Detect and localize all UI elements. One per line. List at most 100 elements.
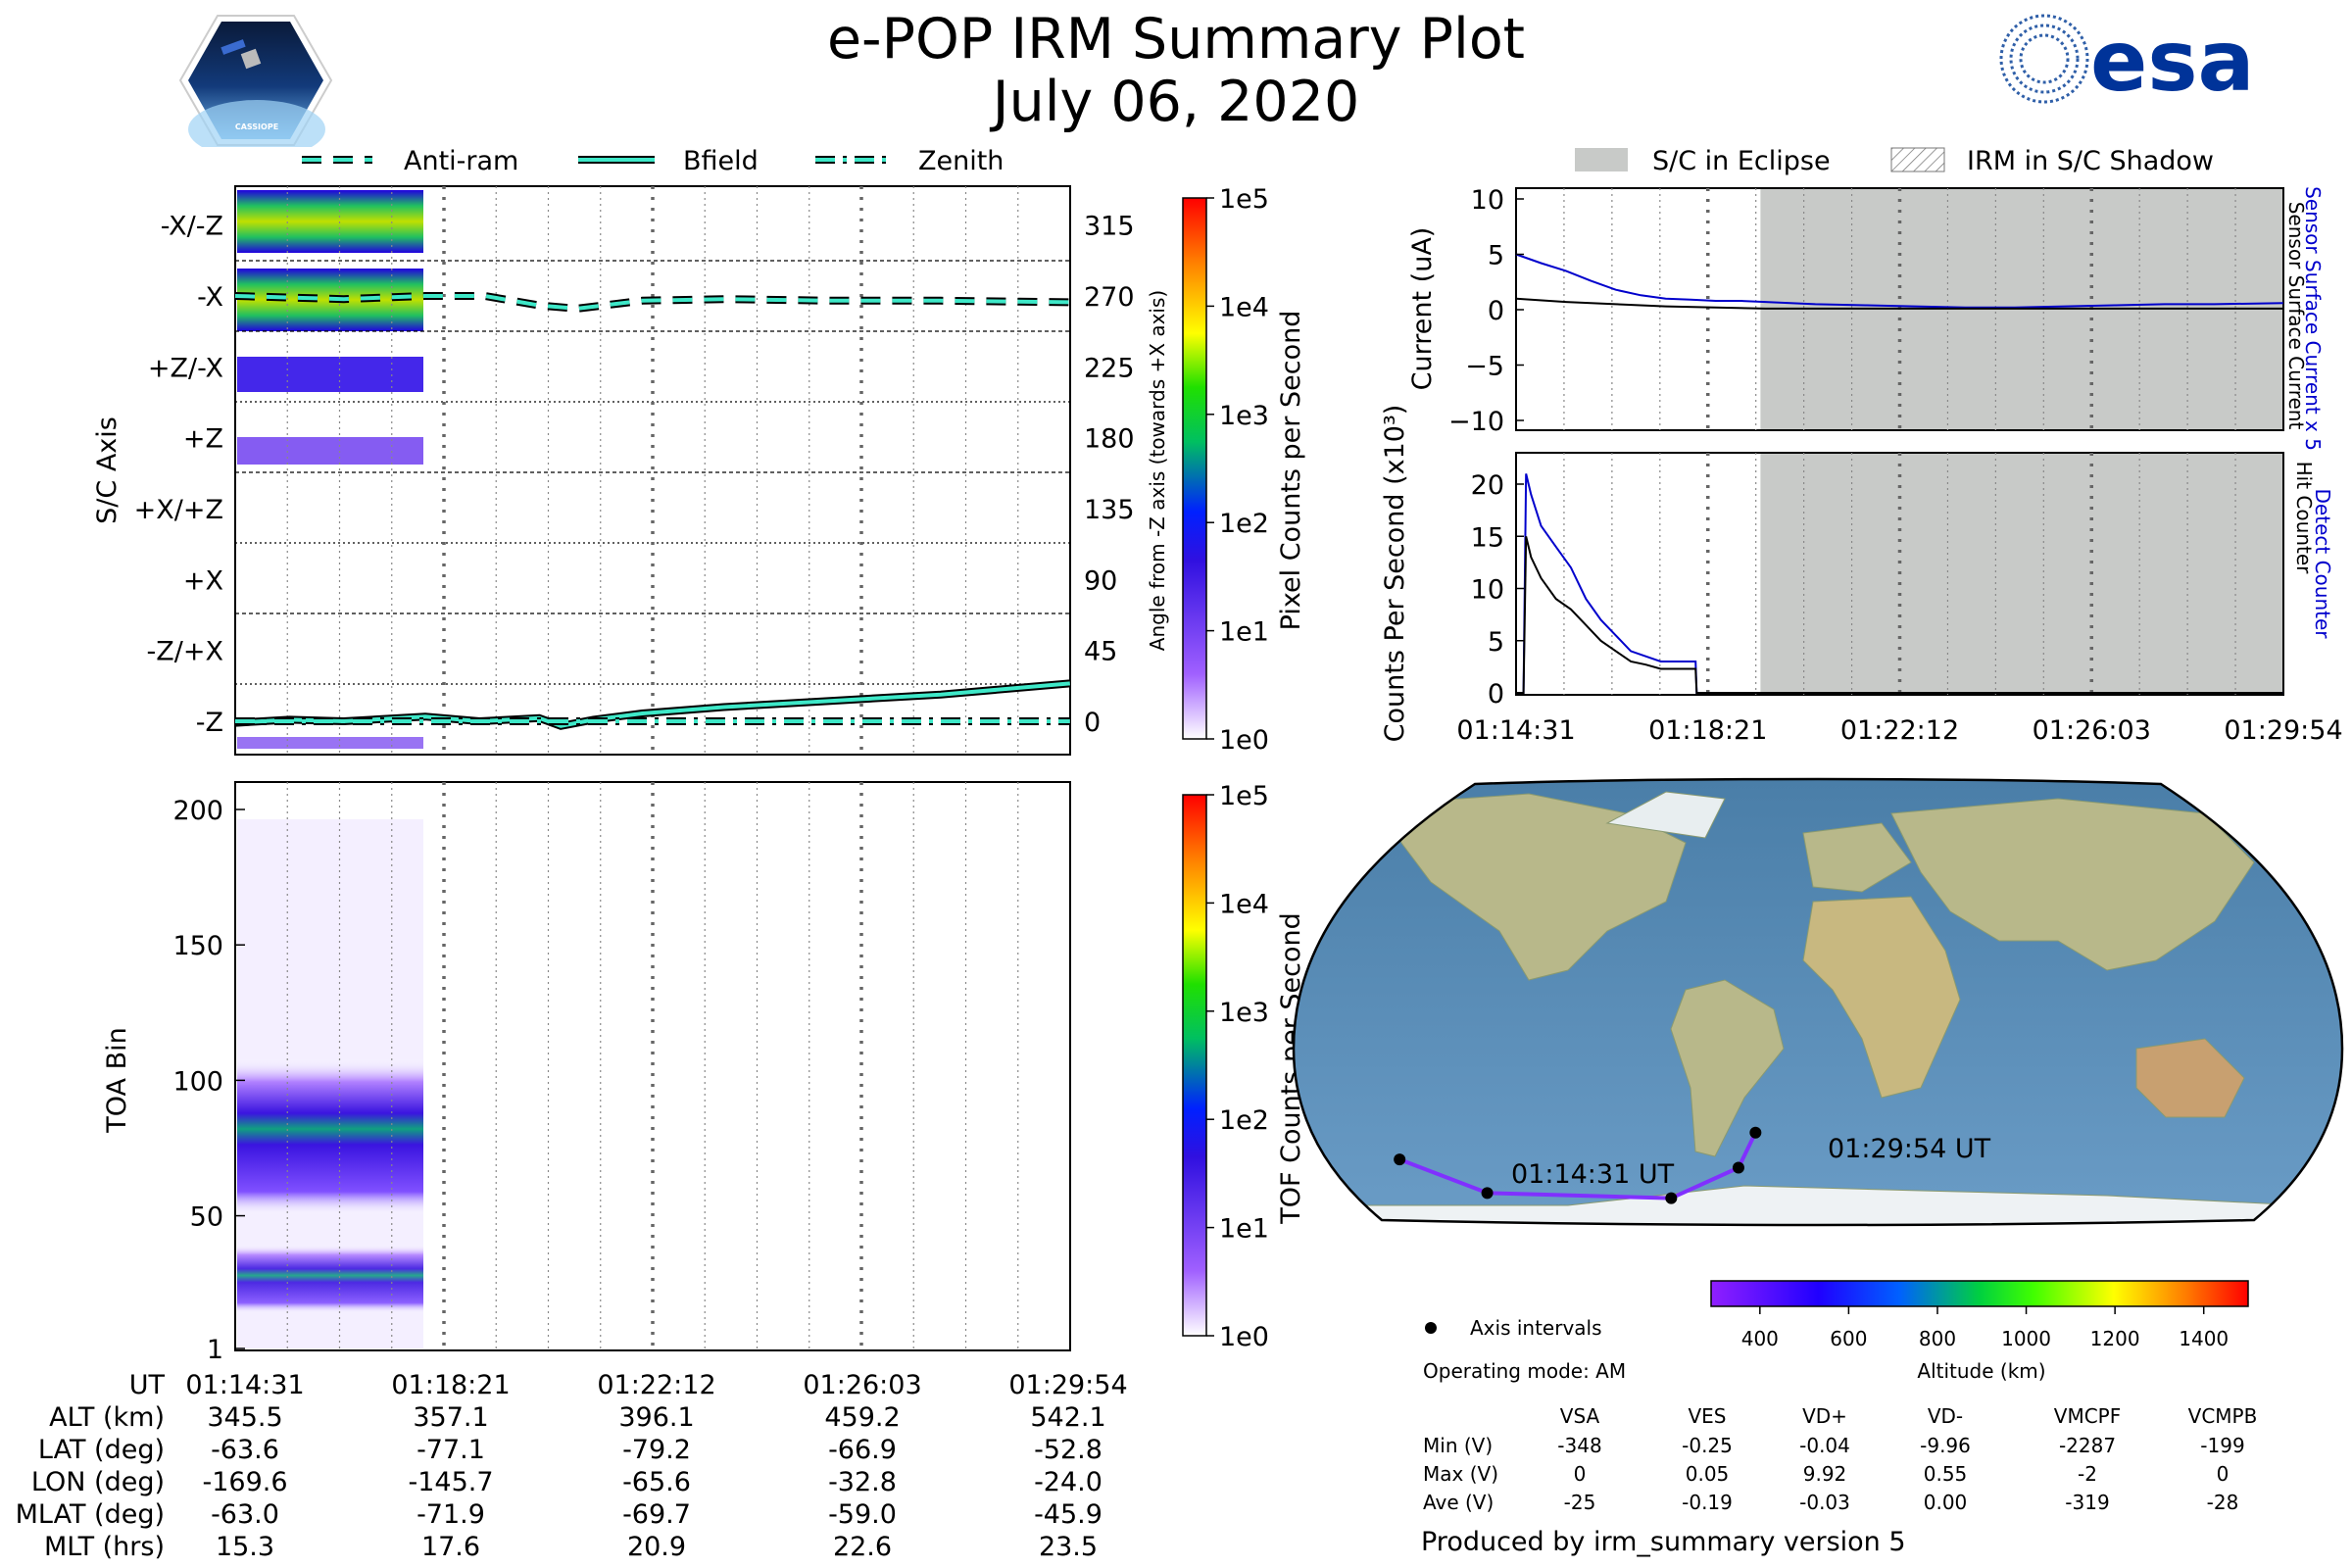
title-line1: e-POP IRM Summary Plot: [826, 7, 1526, 72]
ephemeris-cell: 396.1: [618, 1402, 694, 1433]
counts-ytick: 10: [1471, 575, 1504, 606]
plot-title: e-POP IRM Summary Plot July 06, 2020: [0, 8, 2352, 133]
counts-xtick: 01:29:54: [2224, 715, 2342, 746]
orbit-map: 01:14:31 UT 01:29:54 UT: [1292, 777, 2344, 1227]
ephemeris-row-label: ALT (km): [49, 1402, 165, 1433]
south-america: [1670, 979, 1785, 1157]
sc-axis-right-tick: 135: [1084, 495, 1135, 525]
ephemeris-cell: 357.1: [413, 1402, 488, 1433]
europe: [1802, 822, 1912, 893]
ephemeris-cell: 22.6: [833, 1532, 892, 1562]
ephemeris-cell: -169.6: [202, 1467, 287, 1497]
sc-series-antiram: [234, 294, 1070, 311]
ephemeris-cell: 23.5: [1039, 1532, 1098, 1562]
sc-axis-right-tick: 270: [1084, 282, 1135, 313]
toa-heatmap: [237, 819, 423, 1348]
toa-ytick: 100: [172, 1066, 223, 1097]
ephemeris-cell: 01:22:12: [597, 1370, 715, 1400]
altitude-tick-label: 800: [1919, 1327, 1956, 1350]
stats-row-label: Min (V): [1423, 1434, 1493, 1457]
counts-xtick: 01:14:31: [1456, 715, 1575, 746]
toa-time-grid: [286, 782, 1019, 1350]
legend-shadow-label: IRM in S/C Shadow: [1967, 146, 2214, 176]
sc-axis-panel: -X/-Z -X +Z/-X +Z +X/+Z +X -Z/+X -Z 315 270 225 18…: [92, 185, 1169, 756]
ephemeris-cell: 542.1: [1030, 1402, 1105, 1433]
counts-ylabel: Counts Per Second (x10³): [1380, 405, 1410, 743]
stats-cell: -2287: [2059, 1434, 2116, 1457]
orbit-track: [1394, 1126, 1762, 1204]
shadow-swatch: [1890, 147, 1945, 172]
stats-cell: -319: [2065, 1491, 2109, 1514]
right-legend: S/C in Eclipse IRM in S/C Shadow: [1575, 146, 2214, 176]
legend-antiram-label: Anti-ram: [404, 146, 518, 176]
orbit-interval-dot: [1732, 1161, 1744, 1174]
ephemeris-cell: -45.9: [1034, 1499, 1102, 1530]
sc-axis-right-tick: 0: [1084, 708, 1101, 738]
stats-cell: -0.25: [1682, 1434, 1733, 1457]
toa-ytick: 1: [207, 1335, 223, 1365]
stats-header: VCMPB: [2188, 1404, 2258, 1428]
colorbar-tick-label: 1e2: [1219, 509, 1269, 539]
sc-axis-ylabel: S/C Axis: [92, 416, 122, 524]
sc-axis-time-grid: [286, 186, 1019, 755]
colorbar-tick-label: 1e3: [1219, 998, 1269, 1028]
sc-axis-right-tick: 180: [1084, 424, 1135, 455]
stats-header: VMCPF: [2054, 1404, 2121, 1428]
axis-interval-dot-icon: [1425, 1322, 1437, 1334]
north-america: [1391, 793, 1687, 981]
counts-ytick: 20: [1471, 470, 1504, 501]
stats-cell: -0.19: [1682, 1491, 1733, 1514]
sc-axis-right-tick: 90: [1084, 565, 1117, 596]
ephemeris-cell: -24.0: [1034, 1467, 1102, 1497]
colorbar-tick-label: 1e0: [1219, 725, 1269, 756]
legend-zenith: Zenith: [815, 146, 1004, 176]
ephemeris-cell: -145.7: [408, 1467, 493, 1497]
stats-cell: -0.03: [1799, 1491, 1850, 1514]
toa-low-band: [237, 1245, 423, 1313]
current-ytick: 0: [1488, 296, 1504, 326]
voltage-stats-table: VSA VES VD+ VD- VMCPF VCMPB Min (V) -348 -0.25 -0…: [1423, 1404, 2257, 1514]
counts-ytick-labels: 20 15 10 5 0: [1471, 470, 1524, 710]
australia: [2135, 1038, 2245, 1118]
altitude-tick-label: 1400: [2179, 1327, 2229, 1350]
colorbar-tick-label: 1e4: [1219, 292, 1269, 322]
counts-lines: [1516, 473, 2283, 694]
toa-panel: 200 150 100 50 1 TOA Bin: [102, 781, 1071, 1365]
pixel-colorbar: 1e5 1e4 1e3 1e2 1e1 1e0 Pixel Counts per Seco…: [1182, 184, 1306, 756]
pixel-colorbar-ticks: 1e5 1e4 1e3 1e2 1e1 1e0: [1206, 184, 1269, 756]
axis-intervals-label: Axis intervals: [1470, 1316, 1602, 1340]
sc-axis-ytick: +X/+Z: [134, 495, 223, 525]
colorbar-tick-label: 1e0: [1219, 1322, 1269, 1352]
stats-cell: -25: [1564, 1491, 1596, 1514]
stats-cell: 0.05: [1686, 1462, 1730, 1486]
toa-ytick-labels: 200 150 100 50 1: [172, 796, 245, 1365]
colorbar-tick-label: 1e3: [1219, 401, 1269, 431]
counts-ytick: 15: [1471, 522, 1504, 553]
ephemeris-table: UT 01:14:31 01:18:21 01:22:12 01:26:03 01:29:…: [16, 1370, 1128, 1562]
heat-band-xz: [237, 190, 423, 253]
sc-axis-ytick: -Z/+X: [147, 637, 223, 667]
ephemeris-cell: -32.8: [828, 1467, 897, 1497]
counts-xtick: 01:18:21: [1648, 715, 1767, 746]
asia: [1890, 798, 2255, 971]
ephemeris-row-label: MLAT (deg): [16, 1499, 165, 1530]
current-series-black: [1515, 297, 2283, 310]
current-ytick: −10: [1448, 407, 1504, 437]
sc-axis-right-tick: 45: [1084, 637, 1117, 667]
current-ytick: 10: [1471, 185, 1504, 216]
ephemeris-cell: -52.8: [1034, 1435, 1102, 1465]
esa-logo: esa: [1999, 13, 2255, 106]
legend-bfield-label: Bfield: [683, 146, 759, 176]
operating-mode: Operating mode: AM: [1423, 1359, 1626, 1383]
orbit-interval-dot: [1749, 1126, 1762, 1139]
ephemeris-cell: 01:14:31: [185, 1370, 304, 1400]
ephemeris-row-label: MLT (hrs): [44, 1532, 165, 1562]
colorbar-tick-label: 1e5: [1219, 184, 1269, 215]
colorbar-tick-label: 1e5: [1219, 781, 1269, 811]
stats-cell: -2: [2078, 1462, 2097, 1486]
altitude-colorbar: 400 600 800 1000 1200 1400 Altitude (km): [1710, 1280, 2249, 1383]
sc-axis-ytick-labels: -X/-Z -X +Z/-X +Z +X/+Z +X -Z/+X -Z: [134, 212, 223, 738]
current-right-label-blue: Sensor Surface Current x 5: [2301, 186, 2325, 451]
counts-ytick: 0: [1488, 679, 1504, 710]
